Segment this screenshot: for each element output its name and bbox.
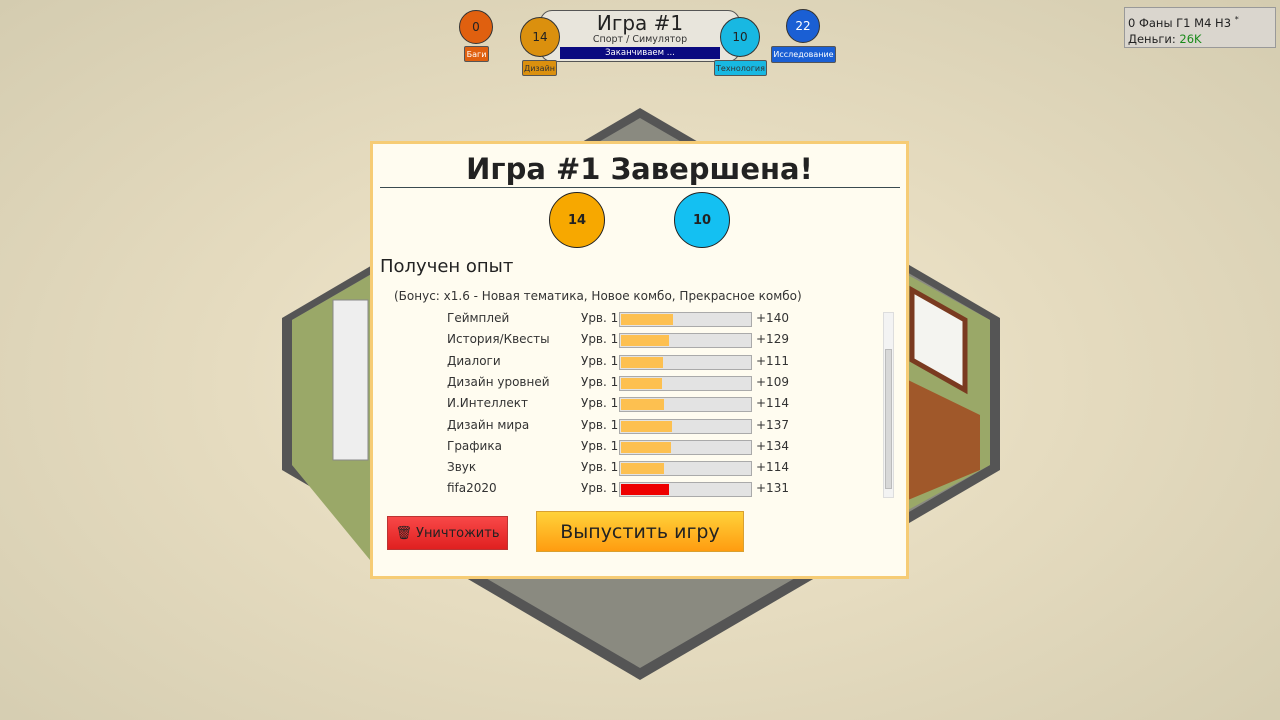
- release-game-button[interactable]: Выпустить игру: [536, 511, 744, 552]
- xp-row: Диалоги Урв. 1 +111: [373, 352, 793, 372]
- destroy-button[interactable]: 🗑 Уничтожить: [387, 516, 508, 550]
- xp-row: Дизайн мира Урв. 1 +137: [373, 416, 793, 436]
- xp-bar: [619, 375, 752, 391]
- xp-gain: +134: [756, 438, 789, 453]
- xp-row: Звук Урв. 1 +114: [373, 458, 793, 478]
- skill-level: Урв. 1: [581, 481, 619, 496]
- skill-level: Урв. 1: [581, 332, 619, 347]
- research-counter: 22: [786, 9, 820, 43]
- skill-level: Урв. 1: [581, 311, 619, 325]
- skill-name: fifa2020: [447, 481, 497, 496]
- xp-bar-fill: [621, 314, 674, 325]
- tech-points: 10: [674, 192, 730, 248]
- skill-level: Урв. 1: [581, 438, 619, 453]
- xp-bar: [619, 482, 752, 498]
- xp-bar: [619, 439, 752, 455]
- destroy-label: Уничтожить: [416, 525, 500, 541]
- xp-row: И.Интеллект Урв. 1 +114: [373, 394, 793, 414]
- skill-name: Дизайн мира: [447, 417, 530, 432]
- xp-row: Геймплей Урв. 1 +140: [373, 309, 793, 329]
- xp-row: Графика Урв. 1 +134: [373, 437, 793, 457]
- skill-level: Урв. 1: [581, 374, 619, 389]
- skill-name: Дизайн уровней: [447, 374, 550, 389]
- xp-heading: Получен опыт: [380, 256, 514, 277]
- xp-gain: +129: [756, 332, 789, 347]
- xp-bar-fill: [621, 356, 663, 368]
- xp-row: История/Квесты Урв. 1 +129: [373, 330, 793, 350]
- skill-level: Урв. 1: [581, 417, 619, 432]
- design-points: 14: [549, 192, 605, 248]
- xp-bar-fill: [621, 399, 665, 411]
- design-counter: 14: [520, 17, 560, 57]
- xp-bar-fill: [621, 484, 670, 496]
- status-bar: Заканчиваем ...: [560, 47, 720, 59]
- game-complete-dialog: Игра #1 Завершена! 14 10 Получен опыт (Б…: [370, 141, 909, 579]
- skill-level: Урв. 1: [581, 460, 619, 475]
- skill-level: Урв. 1: [581, 353, 619, 368]
- scrollbar-thumb[interactable]: [885, 349, 892, 489]
- xp-bar: [619, 418, 752, 434]
- money-value: 26K: [1179, 31, 1202, 46]
- xp-bar-fill: [621, 463, 665, 475]
- game-title: Игра #1: [596, 11, 684, 35]
- xp-bar: [619, 397, 752, 413]
- research-label[interactable]: Исследование: [771, 46, 836, 63]
- skill-name: И.Интеллект: [447, 396, 528, 411]
- skill-name: Диалоги: [447, 353, 501, 368]
- tech-counter: 10: [720, 17, 760, 57]
- xp-bar: [619, 461, 752, 477]
- xp-bar: [619, 333, 752, 349]
- design-label: Дизайн: [522, 60, 557, 76]
- stats-box: 0 Фаны Г1 М4 Н3 * Деньги: 26K: [1124, 7, 1276, 48]
- fans-text: 0 Фаны Г1 М4 Н3: [1128, 15, 1232, 30]
- skill-level: Урв. 1: [581, 396, 619, 411]
- trash-icon: 🗑: [395, 525, 413, 541]
- xp-gain: +111: [756, 353, 789, 368]
- star-mark: *: [1234, 15, 1239, 24]
- tech-label: Технология: [714, 60, 767, 76]
- skill-name: Графика: [447, 438, 502, 453]
- skill-name: Геймплей: [447, 311, 510, 325]
- skill-name: История/Квесты: [447, 332, 550, 347]
- xp-bar-fill: [621, 377, 662, 389]
- bugs-counter: 0: [459, 10, 493, 44]
- bugs-label: Баги: [464, 46, 489, 62]
- xp-row: fifa2020 Урв. 1 +131: [373, 479, 793, 499]
- skill-name: Звук: [447, 460, 477, 475]
- scrollbar[interactable]: [883, 312, 894, 498]
- money-label: Деньги:: [1128, 31, 1176, 46]
- xp-gain: +109: [756, 374, 789, 389]
- game-genre: Спорт / Симулятор: [592, 34, 688, 45]
- xp-gain: +131: [756, 481, 789, 496]
- xp-gain: +114: [756, 396, 789, 411]
- xp-gain: +140: [756, 311, 789, 325]
- xp-bar-fill: [621, 441, 671, 453]
- xp-bar-fill: [621, 420, 673, 432]
- title-divider: [380, 187, 900, 188]
- bonus-text: (Бонус: x1.6 - Новая тематика, Новое ком…: [394, 289, 802, 303]
- xp-gain: +114: [756, 460, 789, 475]
- xp-row: Дизайн уровней Урв. 1 +109: [373, 373, 793, 393]
- dialog-title: Игра #1 Завершена!: [466, 152, 813, 186]
- xp-bar: [619, 354, 752, 370]
- xp-gain: +137: [756, 417, 789, 432]
- xp-bar: [619, 312, 752, 327]
- xp-bar-fill: [621, 335, 670, 347]
